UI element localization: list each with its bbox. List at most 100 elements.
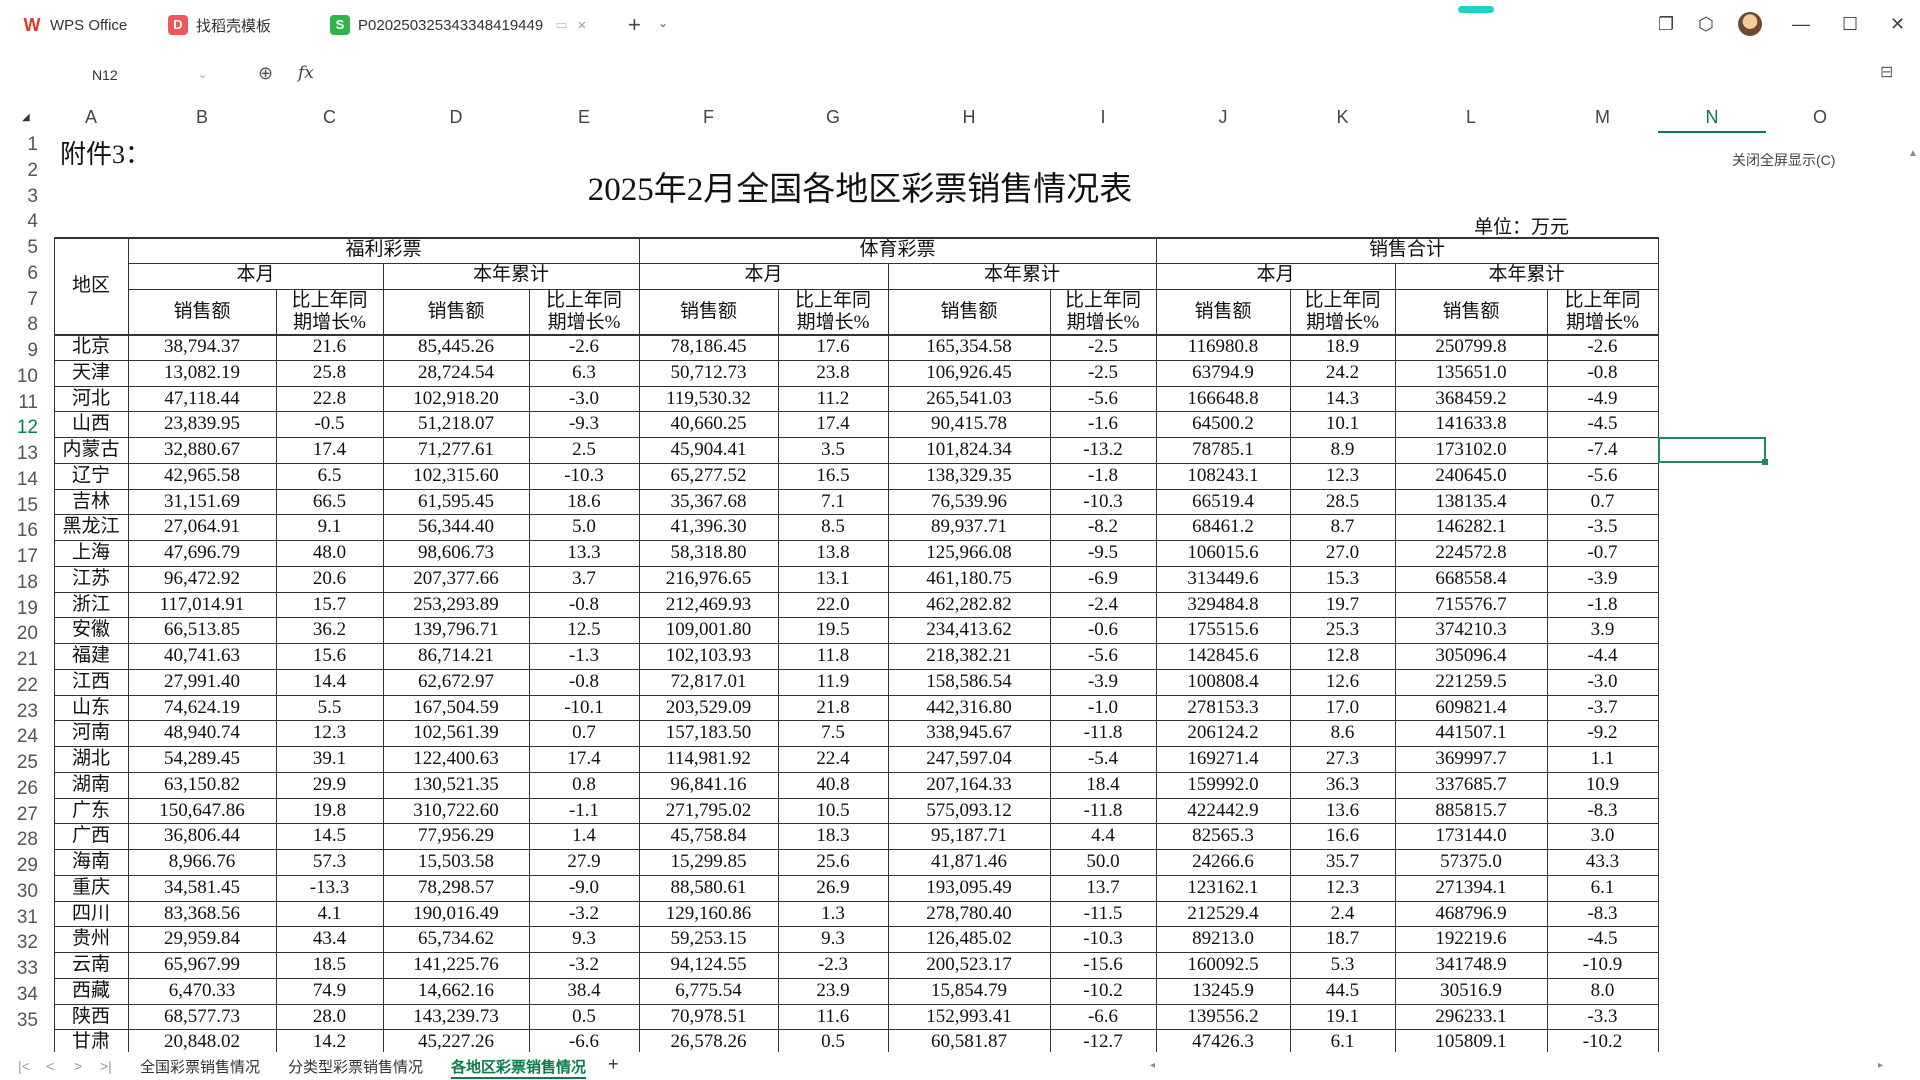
column-header-N[interactable]: N xyxy=(1658,103,1766,133)
value-cell[interactable]: 74,624.19 xyxy=(164,696,240,718)
value-cell[interactable]: 224572.8 xyxy=(1435,542,1507,563)
value-cell[interactable]: 17.4 xyxy=(312,439,347,460)
value-cell[interactable]: 20.6 xyxy=(312,567,347,589)
column-header-A[interactable]: A xyxy=(84,107,97,127)
value-cell[interactable]: 40.8 xyxy=(816,773,850,795)
value-cell[interactable]: 43.4 xyxy=(312,928,347,950)
value-cell[interactable]: 98,606.73 xyxy=(418,542,494,563)
value-cell[interactable]: 106,926.45 xyxy=(926,361,1012,383)
maximize-icon[interactable]: ☐ xyxy=(1842,14,1859,34)
value-cell[interactable]: 8.5 xyxy=(821,516,845,538)
value-cell[interactable]: -2.5 xyxy=(1087,336,1119,357)
region-cell[interactable]: 陕西 xyxy=(71,1005,110,1027)
value-cell[interactable]: 94,124.55 xyxy=(670,954,747,975)
value-cell[interactable]: -1.6 xyxy=(1087,413,1119,435)
value-cell[interactable]: 18.5 xyxy=(312,954,347,975)
value-cell[interactable]: 0.5 xyxy=(572,1005,596,1027)
value-cell[interactable]: 48,940.74 xyxy=(164,722,240,744)
region-cell[interactable]: 黑龙江 xyxy=(62,516,120,538)
value-cell[interactable]: 19.5 xyxy=(816,619,850,641)
region-cell[interactable]: 浙江 xyxy=(71,593,110,615)
column-header-D[interactable]: D xyxy=(449,107,463,127)
value-cell[interactable]: 71,277.61 xyxy=(418,439,494,460)
value-cell[interactable]: 117,014.91 xyxy=(159,593,245,615)
value-cell[interactable]: 141633.8 xyxy=(1435,413,1507,435)
value-cell[interactable]: 65,734.62 xyxy=(418,928,494,950)
value-cell[interactable]: -2.6 xyxy=(568,336,600,357)
row-header-9[interactable]: 9 xyxy=(27,340,38,361)
value-cell[interactable]: 169271.4 xyxy=(1187,748,1259,769)
sheet-tab-by-type[interactable]: 分类型彩票销售情况 xyxy=(288,1059,424,1076)
value-cell[interactable]: 14.3 xyxy=(1325,387,1360,409)
value-cell[interactable]: 11.6 xyxy=(816,1005,850,1027)
value-cell[interactable]: 150,647.86 xyxy=(159,799,245,821)
value-cell[interactable]: 85,445.26 xyxy=(418,336,494,357)
new-tab-button[interactable]: + xyxy=(628,12,641,37)
value-cell[interactable]: -8.3 xyxy=(1587,902,1618,924)
row-header-27[interactable]: 27 xyxy=(16,803,38,825)
region-cell[interactable]: 四川 xyxy=(71,902,110,924)
value-cell[interactable]: 47,118.44 xyxy=(164,387,240,409)
row-header-15[interactable]: 15 xyxy=(16,494,38,516)
value-cell[interactable]: 102,315.60 xyxy=(413,464,499,486)
row-header-35[interactable]: 35 xyxy=(16,1009,38,1031)
value-cell[interactable]: 10.5 xyxy=(816,799,850,821)
value-cell[interactable]: 96,472.92 xyxy=(164,567,240,589)
value-cell[interactable]: 338,945.67 xyxy=(926,722,1012,744)
value-cell[interactable]: 2.5 xyxy=(572,439,596,460)
value-cell[interactable]: -5.6 xyxy=(1087,387,1119,409)
value-cell[interactable]: 31,151.69 xyxy=(164,490,240,512)
value-cell[interactable]: 138135.4 xyxy=(1435,490,1507,512)
value-cell[interactable]: 193,095.49 xyxy=(926,876,1012,898)
value-cell[interactable]: -6.9 xyxy=(1087,567,1119,589)
value-cell[interactable]: 105809.1 xyxy=(1435,1031,1507,1053)
value-cell[interactable]: -2.4 xyxy=(1087,593,1119,615)
row-header-25[interactable]: 25 xyxy=(16,752,38,773)
value-cell[interactable]: 6.5 xyxy=(317,464,342,486)
value-cell[interactable]: 59,253.15 xyxy=(670,928,747,950)
value-cell[interactable]: 11.9 xyxy=(816,670,850,692)
value-cell[interactable]: 40,660.25 xyxy=(670,413,747,435)
value-cell[interactable]: 66519.4 xyxy=(1192,490,1254,512)
value-cell[interactable]: 13,082.19 xyxy=(164,361,240,383)
value-cell[interactable]: 0.7 xyxy=(1590,490,1615,512)
value-cell[interactable]: 36.3 xyxy=(1325,773,1360,795)
value-cell[interactable]: 24266.6 xyxy=(1192,851,1254,872)
value-cell[interactable]: 3.9 xyxy=(1590,619,1615,641)
value-cell[interactable]: 27.3 xyxy=(1325,748,1360,769)
value-cell[interactable]: 369997.7 xyxy=(1435,748,1507,769)
value-cell[interactable]: 51,218.07 xyxy=(418,413,494,435)
value-cell[interactable]: 45,227.26 xyxy=(418,1031,494,1053)
add-sheet-button[interactable]: + xyxy=(608,1054,619,1074)
value-cell[interactable]: 106015.6 xyxy=(1187,542,1259,563)
chevron-down-icon[interactable]: ⌄ xyxy=(198,69,208,81)
value-cell[interactable]: 12.5 xyxy=(567,619,601,641)
region-cell[interactable]: 内蒙古 xyxy=(62,439,120,460)
value-cell[interactable]: 6.3 xyxy=(572,361,596,383)
row-header-32[interactable]: 32 xyxy=(16,932,38,954)
row-header-34[interactable]: 34 xyxy=(16,983,38,1005)
value-cell[interactable]: -5.4 xyxy=(1087,748,1119,769)
value-cell[interactable]: -13.2 xyxy=(1083,439,1123,460)
value-cell[interactable]: 102,103.93 xyxy=(665,645,752,666)
value-cell[interactable]: -12.7 xyxy=(1083,1031,1123,1053)
value-cell[interactable]: 6,775.54 xyxy=(675,979,742,1001)
value-cell[interactable]: 11.8 xyxy=(816,645,850,666)
region-cell[interactable]: 甘肃 xyxy=(71,1031,110,1053)
select-all-icon[interactable]: ◢ xyxy=(22,112,30,123)
value-cell[interactable]: -0.6 xyxy=(1087,619,1119,641)
column-header-O[interactable]: O xyxy=(1812,107,1827,127)
value-cell[interactable]: 15,503.58 xyxy=(418,851,494,872)
region-cell[interactable]: 重庆 xyxy=(71,876,110,898)
value-cell[interactable]: 15.7 xyxy=(312,593,347,615)
value-cell[interactable]: 38.4 xyxy=(567,979,601,1001)
value-cell[interactable]: 12.3 xyxy=(312,722,347,744)
value-cell[interactable]: 5.3 xyxy=(1330,954,1355,975)
value-cell[interactable]: 11.2 xyxy=(816,387,850,409)
value-cell[interactable]: 60,581.87 xyxy=(931,1031,1007,1053)
column-header-K[interactable]: K xyxy=(1336,107,1349,127)
value-cell[interactable]: 278153.3 xyxy=(1187,696,1259,718)
value-cell[interactable]: -6.6 xyxy=(1087,1005,1119,1027)
value-cell[interactable]: 1.4 xyxy=(572,825,596,847)
value-cell[interactable]: -11.8 xyxy=(1083,799,1123,821)
